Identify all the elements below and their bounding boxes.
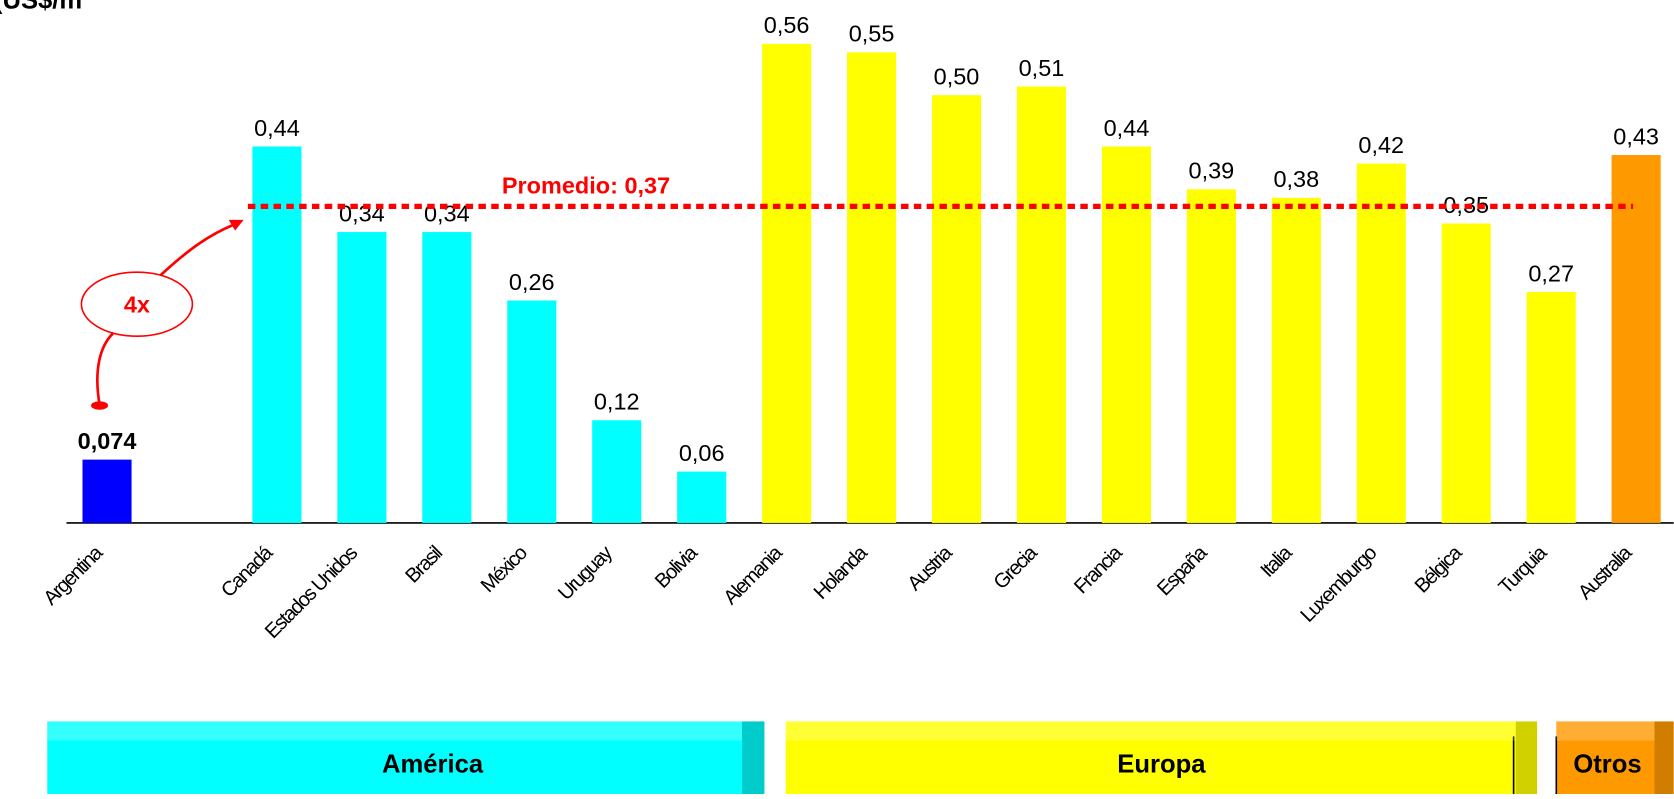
bar bbox=[1611, 155, 1661, 523]
group-band bbox=[1556, 721, 1674, 794]
x-tick-label: Canadá bbox=[217, 541, 278, 602]
annotation-text: 4x bbox=[124, 292, 150, 318]
group-band bbox=[785, 721, 1538, 794]
group-label: Otros bbox=[1573, 751, 1641, 779]
arrow-head bbox=[228, 219, 244, 231]
annotation-arrow bbox=[159, 222, 236, 277]
x-tick-label: Estados Unidos bbox=[261, 542, 362, 643]
value-label: 0,12 bbox=[594, 389, 640, 415]
bar bbox=[1441, 223, 1491, 523]
x-tick-label: Bélgica bbox=[1411, 541, 1467, 597]
x-tick-label: España bbox=[1153, 541, 1212, 600]
x-tick-label: Italia bbox=[1257, 541, 1298, 582]
annotation-bubble bbox=[80, 271, 194, 337]
average-label: Promedio: 0,37 bbox=[502, 173, 670, 199]
bar bbox=[337, 232, 387, 523]
bar bbox=[762, 43, 812, 523]
group-label: Europa bbox=[1117, 751, 1206, 779]
x-tick-label: Luxemburgo bbox=[1297, 542, 1382, 627]
x-tick-label: Austria bbox=[904, 541, 958, 595]
group-band-shine bbox=[47, 721, 743, 741]
annotation-arrow bbox=[96, 331, 115, 405]
bar bbox=[931, 95, 982, 523]
bar bbox=[1101, 146, 1151, 523]
chart-title: (US$/m bbox=[0, 0, 82, 15]
value-label: 0,06 bbox=[679, 440, 725, 466]
bar bbox=[252, 146, 302, 523]
group-band-shine bbox=[1556, 721, 1655, 741]
value-label: 0,42 bbox=[1358, 132, 1404, 158]
group-band-shine bbox=[785, 721, 1516, 741]
group-band-shade bbox=[1515, 721, 1538, 794]
value-label: 0,27 bbox=[1528, 260, 1574, 286]
value-label: 0,26 bbox=[509, 269, 555, 295]
bar bbox=[1356, 163, 1406, 523]
bar bbox=[677, 471, 727, 523]
x-tick-label: Holanda bbox=[810, 541, 873, 604]
x-tick-label: México bbox=[477, 542, 532, 597]
x-tick-label: Alemania bbox=[720, 541, 788, 609]
value-label: 0,44 bbox=[254, 115, 300, 141]
value-label: 0,38 bbox=[1273, 166, 1319, 192]
annotation-dot bbox=[91, 401, 109, 410]
x-tick-label: Brasil bbox=[401, 542, 446, 587]
value-label: 0,50 bbox=[934, 63, 980, 89]
bar bbox=[507, 300, 557, 523]
group-label: América bbox=[382, 751, 484, 779]
x-tick-label: Argentina bbox=[40, 541, 108, 609]
bar bbox=[1186, 189, 1236, 523]
bar bbox=[847, 52, 897, 523]
group-band-shade bbox=[1654, 721, 1674, 794]
bar bbox=[1271, 197, 1321, 523]
bar bbox=[592, 420, 642, 523]
x-tick-label: Turquia bbox=[1495, 541, 1552, 598]
value-label: 0,55 bbox=[849, 21, 895, 47]
bar bbox=[422, 232, 472, 523]
value-label: 0,074 bbox=[78, 428, 137, 454]
value-label: 0,51 bbox=[1019, 55, 1065, 81]
x-tick-label: Australia bbox=[1574, 541, 1637, 604]
bar bbox=[82, 459, 132, 523]
x-tick-label: Bolivia bbox=[651, 541, 702, 592]
group-band bbox=[47, 721, 765, 794]
x-tick-label: Grecia bbox=[990, 541, 1043, 594]
value-label: 0,44 bbox=[1104, 115, 1150, 141]
value-label: 0,43 bbox=[1613, 123, 1659, 149]
group-band-shade bbox=[742, 721, 765, 794]
x-tick-label: Uruguay bbox=[554, 541, 618, 605]
x-tick-label: Francia bbox=[1070, 541, 1127, 598]
bar bbox=[1526, 291, 1576, 523]
value-label: 0,56 bbox=[764, 12, 810, 38]
value-label: 0,39 bbox=[1189, 158, 1235, 184]
bar bbox=[1016, 86, 1067, 523]
